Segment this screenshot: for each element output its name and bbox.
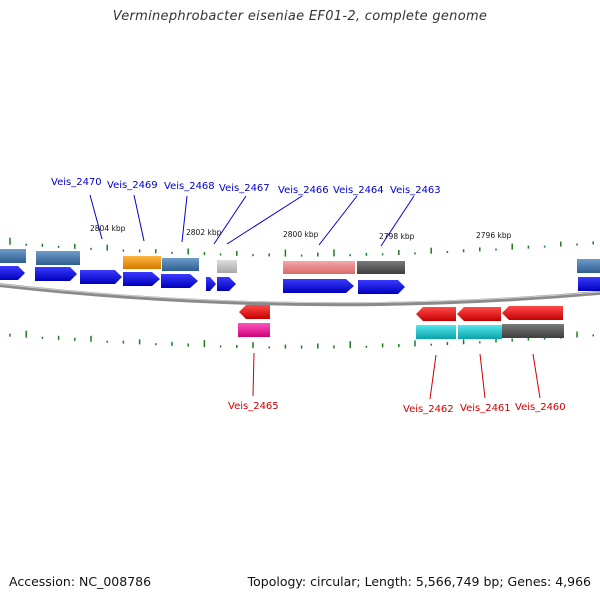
scale-tick-label: 2796 kbp — [476, 231, 512, 240]
gene-arrow-plus — [123, 272, 160, 286]
gene-arrow-minus — [416, 307, 456, 321]
cog-block — [162, 258, 199, 271]
gene-arrow-plus — [358, 280, 405, 294]
accession-text: Accession: NC_008786 — [9, 574, 152, 589]
gene-label-veis-2469: Veis_2469 — [107, 180, 158, 191]
gene-arrow-plus — [0, 266, 25, 280]
genome-title: Verminephrobacter eiseniae EF01-2, compl… — [112, 9, 488, 24]
cog-track-minus — [238, 323, 564, 339]
leader-line — [532, 353, 541, 399]
gene-arrow-plus — [206, 277, 216, 291]
leader-line — [429, 354, 437, 400]
scale-tick-label: 2804 kbp — [90, 224, 126, 233]
genome-stats-text: Topology: circular; Length: 5,566,749 bp… — [247, 574, 591, 589]
gc-content-track-outer — [9, 237, 594, 257]
gene-label-veis-2468: Veis_2468 — [164, 181, 215, 192]
leader-line — [181, 195, 188, 243]
gene-label-veis-2463: Veis_2463 — [390, 185, 441, 196]
genome-backbone-highlight — [0, 283, 600, 304]
gene-label-veis-2464: Veis_2464 — [333, 185, 384, 196]
gene-label-veis-2462: Veis_2462 — [403, 404, 454, 415]
leader-line — [213, 195, 247, 245]
gc-content-track-inner — [9, 330, 594, 349]
gene-arrow-plus — [161, 274, 198, 288]
gene-label-veis-2470: Veis_2470 — [51, 177, 102, 188]
cog-block — [416, 325, 456, 339]
gene-label-veis-2466: Veis_2466 — [278, 185, 329, 196]
leader-line — [226, 195, 303, 245]
gene-arrow-plus — [578, 277, 600, 291]
gene-label-veis-2461: Veis_2461 — [460, 403, 511, 414]
cog-block — [0, 249, 26, 263]
cog-block — [217, 260, 237, 273]
cog-block — [577, 259, 600, 273]
gene-label-veis-2460: Veis_2460 — [515, 402, 566, 413]
leader-line — [318, 195, 358, 246]
scale-labels: 2804 kbp 2802 kbp 2800 kbp 2798 kbp 2796… — [90, 224, 512, 241]
scale-tick-label: 2800 kbp — [283, 230, 319, 239]
cog-block — [357, 261, 405, 274]
scale-tick-label: 2802 kbp — [186, 228, 222, 237]
cog-block — [238, 323, 270, 337]
gene-label-veis-2465: Veis_2465 — [228, 401, 279, 412]
scale-tick-label: 2798 kbp — [379, 232, 415, 241]
cog-block — [283, 261, 355, 274]
cog-block — [502, 324, 564, 338]
gene-arrow-plus — [35, 267, 77, 281]
gene-arrow-minus — [457, 307, 501, 321]
label-leader-lines — [89, 194, 541, 400]
gene-arrow-minus — [502, 306, 563, 320]
leader-line — [133, 194, 145, 242]
minus-strand-genes — [239, 305, 563, 321]
gene-arrow-plus — [217, 277, 236, 291]
leader-line — [252, 352, 255, 397]
cog-block — [123, 256, 161, 269]
leader-line — [479, 353, 486, 399]
plus-strand-genes — [0, 266, 600, 294]
leader-line — [89, 194, 103, 240]
gene-arrow-minus — [239, 305, 270, 319]
cog-track-plus — [0, 249, 600, 274]
gene-label-veis-2467: Veis_2467 — [219, 183, 270, 194]
genome-backbone — [0, 283, 600, 307]
gene-labels[interactable]: Veis_2470 Veis_2469 Veis_2468 Veis_2467 … — [51, 177, 566, 415]
leader-line — [380, 195, 415, 247]
cog-block — [458, 325, 502, 339]
gene-arrow-plus — [80, 270, 122, 284]
cog-block — [36, 251, 80, 265]
gene-arrow-plus — [283, 279, 354, 293]
